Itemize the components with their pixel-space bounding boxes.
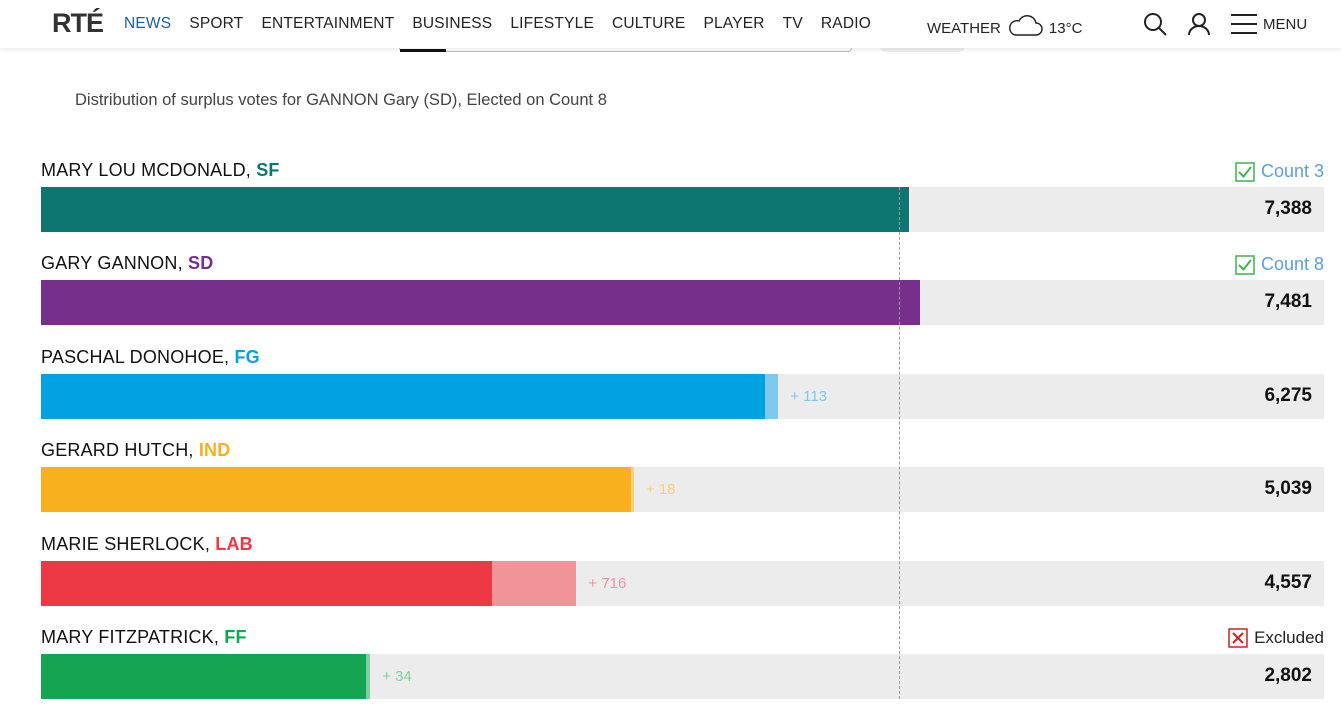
candidate-row[interactable]: MARY LOU MCDONALD, SF Count 3 7,388 <box>41 160 1324 250</box>
nav-lifestyle[interactable]: LIFESTYLE <box>510 15 594 32</box>
candidate-name: MARY FITZPATRICK, FF <box>41 627 247 648</box>
party-abbrev: FF <box>224 627 247 647</box>
checkbox-checked-icon <box>1235 161 1255 182</box>
vote-total: 4,557 <box>1264 571 1312 593</box>
candidate-row[interactable]: PASCHAL DONOHOE, FG + 113 6,275 <box>41 347 1324 437</box>
candidate-name: PASCHAL DONOHOE, FG <box>41 347 260 368</box>
excluded-status: Excluded <box>1228 628 1324 648</box>
transfer-bar <box>630 467 634 513</box>
vote-total: 6,275 <box>1264 384 1312 406</box>
vote-bar: 7,481 <box>41 280 1324 326</box>
menu-label[interactable]: MENU <box>1263 15 1308 33</box>
transfer-bar <box>764 373 779 419</box>
elected-status: Count 3 <box>1235 161 1324 182</box>
party-abbrev: FG <box>234 346 260 367</box>
candidate-name: GARY GANNON, SD <box>41 253 213 274</box>
vote-bar-fill <box>41 187 910 232</box>
vote-bar-fill <box>41 467 631 513</box>
transfer-label: + 716 <box>588 574 627 592</box>
party-abbrev: SD <box>187 253 214 274</box>
party-abbrev: LAB <box>215 533 253 554</box>
site-header: RTÉ NEWS SPORT ENTERTAINMENT BUSINESS LI… <box>0 0 1341 48</box>
count-subtitle: Distribution of surplus votes for GANNON… <box>75 91 607 109</box>
candidate-row[interactable]: GERARD HUTCH, IND + 18 5,039 <box>41 440 1324 530</box>
header-actions: MENU <box>1143 12 1307 36</box>
vote-bar: + 34 2,802 <box>41 654 1324 699</box>
vote-total: 7,481 <box>1264 291 1312 313</box>
elected-count-label: Count 8 <box>1260 254 1324 275</box>
temperature: 13°C <box>1048 19 1083 37</box>
transfer-bar <box>366 654 371 699</box>
party-abbrev: SF <box>256 160 280 180</box>
candidate-name-text: MARIE SHERLOCK, <box>41 533 216 554</box>
vote-total: 2,802 <box>1264 665 1312 686</box>
vote-bar-fill <box>41 560 493 606</box>
candidate-name-text: GERARD HUTCH, <box>41 440 199 461</box>
weather-widget[interactable]: WEATHER 13°C <box>927 15 1082 41</box>
vote-total: 5,039 <box>1264 478 1312 500</box>
main-nav: NEWS SPORT ENTERTAINMENT BUSINESS LIFEST… <box>124 15 889 33</box>
candidate-name-text: GARY GANNON, <box>41 253 188 274</box>
vote-bar: + 18 5,039 <box>41 467 1324 513</box>
vote-bar-fill <box>41 654 367 699</box>
checkbox-checked-icon <box>1235 255 1255 275</box>
user-icon[interactable] <box>1187 12 1211 36</box>
hamburger-icon[interactable] <box>1231 13 1257 35</box>
candidate-name-text: MARY FITZPATRICK, <box>41 627 225 647</box>
candidate-name: MARY LOU MCDONALD, SF <box>41 160 280 181</box>
nav-culture[interactable]: CULTURE <box>612 15 686 32</box>
cloud-icon <box>1007 15 1043 41</box>
elected-count-label: Count 3 <box>1260 161 1324 181</box>
vote-bar: + 113 6,275 <box>41 373 1324 419</box>
nav-news[interactable]: NEWS <box>124 15 172 32</box>
candidate-name-text: PASCHAL DONOHOE, <box>41 346 235 367</box>
candidate-row[interactable]: MARIE SHERLOCK, LAB + 716 4,557 <box>41 534 1324 624</box>
vote-bar: 7,388 <box>41 187 1324 232</box>
transfer-bar <box>492 560 577 606</box>
vote-bar-fill <box>41 373 765 419</box>
candidate-name: MARIE SHERLOCK, LAB <box>41 534 253 555</box>
nav-entertainment[interactable]: ENTERTAINMENT <box>261 15 395 32</box>
excluded-label: Excluded <box>1254 628 1324 647</box>
candidate-name-text: MARY LOU MCDONALD, <box>41 160 257 180</box>
search-icon[interactable] <box>1143 12 1167 36</box>
excluded-x-icon <box>1228 628 1248 648</box>
nav-radio[interactable]: RADIO <box>820 15 871 32</box>
vote-total: 7,388 <box>1264 198 1312 219</box>
nav-player[interactable]: PLAYER <box>703 15 765 32</box>
nav-tv[interactable]: TV <box>782 15 803 32</box>
active-count-tab[interactable] <box>400 49 446 52</box>
candidate-row[interactable]: MARY FITZPATRICK, FF Excluded + 34 2,802 <box>41 627 1324 716</box>
rte-logo[interactable]: RTÉ <box>52 8 104 38</box>
candidate-name: GERARD HUTCH, IND <box>41 440 230 461</box>
transfer-label: + 113 <box>790 387 828 405</box>
candidate-row[interactable]: GARY GANNON, SD Count 8 7,481 <box>41 253 1324 343</box>
weather-label: WEATHER <box>927 19 1001 37</box>
vote-bar-fill <box>41 280 920 326</box>
nav-sport[interactable]: SPORT <box>189 15 244 32</box>
nav-business[interactable]: BUSINESS <box>412 15 493 32</box>
vote-bar: + 716 4,557 <box>41 560 1324 606</box>
transfer-label: + 34 <box>382 668 412 685</box>
party-abbrev: IND <box>198 440 231 461</box>
transfer-label: + 18 <box>645 481 676 499</box>
elected-status: Count 8 <box>1235 254 1324 275</box>
